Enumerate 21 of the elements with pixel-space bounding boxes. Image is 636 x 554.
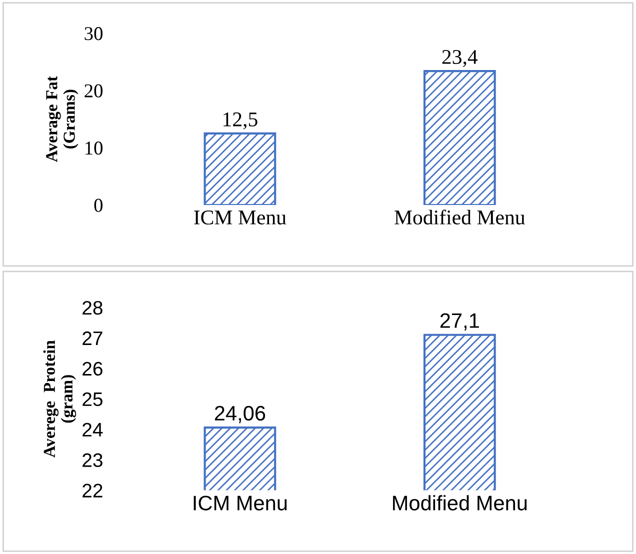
- y-tick-label: 24: [82, 422, 103, 436]
- y-tick-label: 10: [86, 142, 103, 155]
- y-tick-label: 27: [82, 331, 102, 345]
- x-tick-label: Modified Menu: [393, 495, 527, 510]
- y-tick-label: 25: [82, 392, 102, 406]
- data-label: 27,1: [440, 313, 479, 330]
- y-tick-label: 28: [82, 300, 102, 315]
- y-axis-title: Averege Protein (gram): [43, 340, 76, 458]
- y-tick-label: 23: [82, 453, 102, 468]
- data-label: 12,5: [224, 112, 258, 130]
- y-axis-title: Average Fat (Grams): [46, 76, 78, 162]
- data-label: 23,4: [442, 50, 478, 68]
- x-tick-label: ICM Menu: [194, 496, 287, 510]
- y-tick-label: 22: [82, 484, 102, 498]
- data-label: 24,06: [214, 406, 266, 424]
- y-tick-label: 26: [82, 362, 102, 376]
- y-tick-label: 20: [84, 84, 103, 98]
- y-tick-label: 0: [94, 198, 103, 212]
- x-tick-label: ICM Menu: [194, 210, 286, 225]
- x-tick-label: Modified Menu: [394, 210, 525, 225]
- y-tick-label: 30: [84, 27, 103, 40]
